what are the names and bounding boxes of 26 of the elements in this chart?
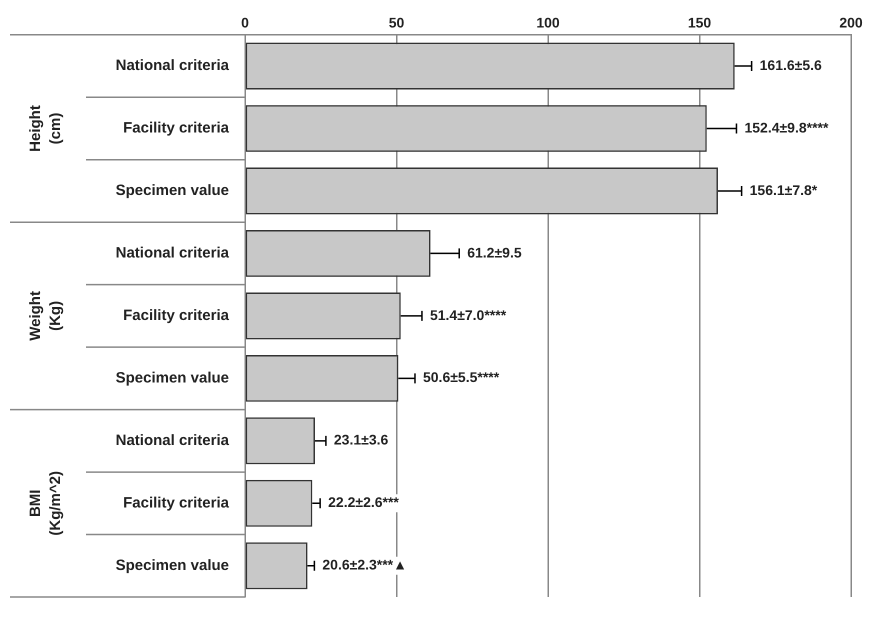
x-tick-label: 150 (688, 14, 712, 30)
y-tick-label: Facility criteria (123, 120, 230, 137)
y-tick-label: Specimen value (116, 182, 229, 200)
data-label: 156.1±7.8* (750, 182, 818, 198)
data-label: 61.2±9.5 (467, 244, 522, 260)
text: BMI (Kg/m^2) (27, 471, 64, 536)
y-tick-label: Facility criteria (123, 494, 230, 512)
y-tick-label: National criteria (116, 432, 230, 449)
y-tick-label: Specimen value (116, 556, 229, 574)
y-tick-label: National criteria (116, 244, 230, 262)
text: Weight (Kg) (27, 291, 64, 341)
x-tick-label: 200 (839, 14, 863, 30)
data-label: 161.6±5.6 (760, 56, 822, 73)
text: Height (cm) (27, 105, 64, 152)
y-tick-label: Specimen value (116, 370, 229, 387)
y-tick-label: Facility criteria (123, 307, 230, 324)
data-label: 23.1±3.6 (334, 432, 389, 448)
data-label: 22.2±2.6*** (328, 494, 400, 510)
y-tick-label: National criteria (116, 57, 230, 74)
data-label: 51.4±7.0**** (430, 306, 507, 323)
x-tick-label: 100 (536, 14, 560, 30)
data-label: 152.4±9.8**** (744, 119, 829, 136)
data-label: 20.6±2.3***▲ (322, 556, 407, 573)
data-label: 50.6±5.5**** (422, 369, 500, 386)
x-tick-label: 50 (388, 14, 404, 30)
x-tick-label: 0 (241, 14, 250, 30)
